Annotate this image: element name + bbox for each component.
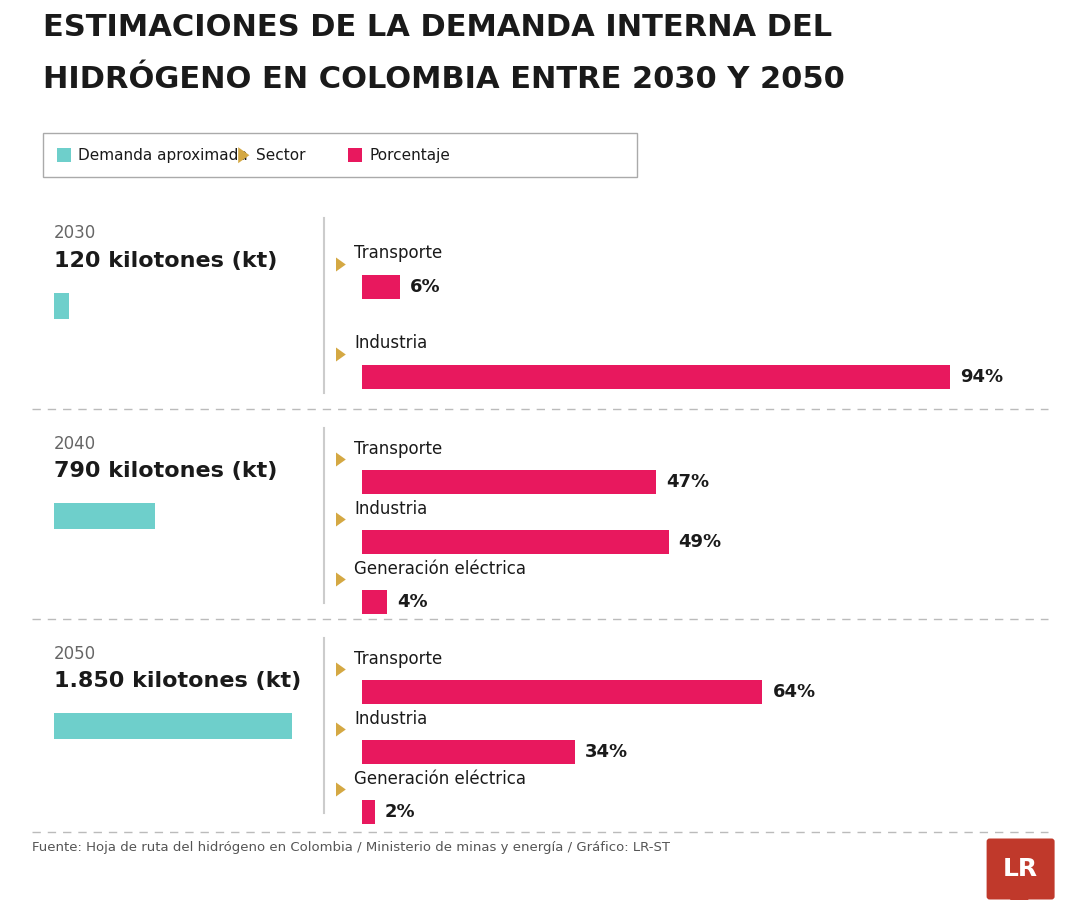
Text: Transporte: Transporte [354, 245, 442, 263]
Text: 1.850 kilotones (kt): 1.850 kilotones (kt) [54, 670, 301, 690]
Text: HIDRÓGENO EN COLOMBIA ENTRE 2030 Y 2050: HIDRÓGENO EN COLOMBIA ENTRE 2030 Y 2050 [43, 65, 845, 94]
Text: LR: LR [1003, 857, 1038, 881]
Bar [362, 470, 656, 493]
Bar [348, 148, 362, 162]
Text: 6%: 6% [409, 277, 441, 295]
Polygon shape [336, 257, 346, 272]
Text: 94%: 94% [960, 367, 1003, 385]
Text: 2%: 2% [384, 803, 415, 821]
Bar [362, 680, 762, 704]
Text: Industria: Industria [354, 500, 428, 518]
Text: Porcentaje: Porcentaje [369, 148, 450, 163]
Text: 120 kilotones (kt): 120 kilotones (kt) [54, 250, 278, 271]
Text: Sector: Sector [256, 148, 306, 163]
Text: Demanda aproximada: Demanda aproximada [78, 148, 248, 163]
Polygon shape [239, 148, 249, 163]
Text: 790 kilotones (kt): 790 kilotones (kt) [54, 461, 278, 481]
Text: Generación eléctrica: Generación eléctrica [354, 770, 526, 788]
Text: ESTIMACIONES DE LA DEMANDA INTERNA DEL: ESTIMACIONES DE LA DEMANDA INTERNA DEL [43, 14, 833, 42]
Text: Generación eléctrica: Generación eléctrica [354, 560, 526, 578]
Text: 47%: 47% [666, 472, 710, 490]
Polygon shape [336, 453, 346, 466]
Bar [362, 274, 400, 299]
Text: Industria: Industria [354, 335, 428, 353]
Bar [362, 590, 387, 614]
Bar [54, 292, 69, 319]
FancyBboxPatch shape [987, 839, 1054, 899]
Text: Fuente: Hoja de ruta del hidrógeno en Colombia / Ministerio de minas y energía /: Fuente: Hoja de ruta del hidrógeno en Co… [32, 842, 671, 854]
Polygon shape [336, 347, 346, 362]
FancyBboxPatch shape [43, 133, 637, 177]
Bar [362, 529, 669, 554]
Bar [362, 799, 375, 824]
Text: 4%: 4% [397, 592, 428, 610]
Text: 2040: 2040 [54, 435, 96, 453]
Text: 2050: 2050 [54, 644, 96, 662]
Text: 34%: 34% [584, 742, 627, 760]
Polygon shape [336, 572, 346, 587]
Polygon shape [336, 512, 346, 526]
Text: Industria: Industria [354, 709, 428, 727]
Bar [362, 364, 950, 389]
Text: 2030: 2030 [54, 224, 96, 242]
Bar [362, 740, 575, 763]
Polygon shape [1009, 896, 1030, 900]
Text: 64%: 64% [772, 682, 815, 700]
Bar [54, 502, 156, 528]
Bar [54, 713, 292, 739]
Polygon shape [336, 662, 346, 677]
Polygon shape [336, 782, 346, 796]
Bar [57, 148, 71, 162]
Text: Transporte: Transporte [354, 439, 442, 457]
Text: 49%: 49% [678, 533, 721, 551]
Text: Transporte: Transporte [354, 650, 442, 668]
Polygon shape [336, 723, 346, 736]
